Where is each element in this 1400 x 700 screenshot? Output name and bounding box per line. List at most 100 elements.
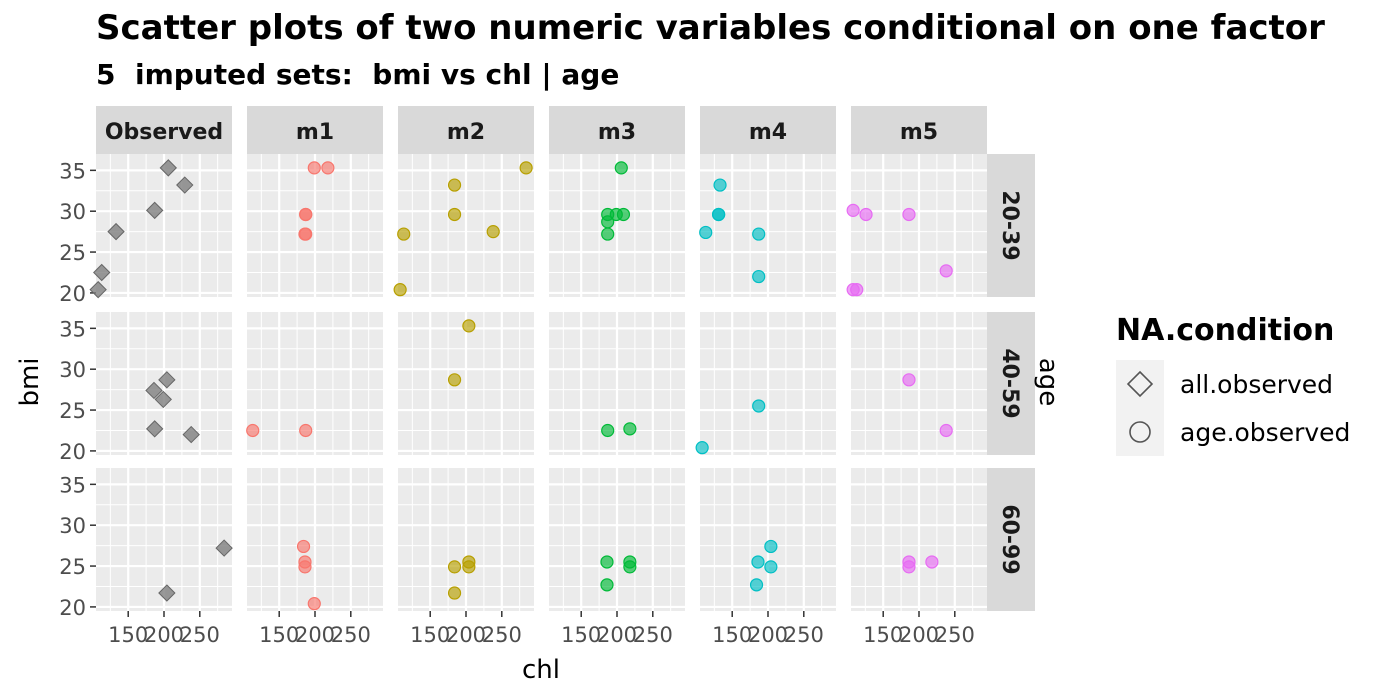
facet-row-title: age bbox=[1033, 358, 1063, 406]
data-point bbox=[158, 371, 176, 389]
facet-strip-20-39 bbox=[987, 154, 1035, 297]
data-point bbox=[462, 319, 476, 333]
data-point bbox=[145, 381, 163, 400]
data-point bbox=[850, 283, 864, 297]
y-tick-label: 20 bbox=[59, 282, 86, 306]
y-tick-label: 25 bbox=[59, 555, 86, 579]
data-point bbox=[939, 423, 953, 438]
data-point bbox=[614, 161, 628, 175]
data-point bbox=[397, 227, 411, 241]
facet-strip-label: m3 bbox=[598, 120, 636, 145]
facet-strip-m2 bbox=[398, 106, 534, 154]
data-point bbox=[902, 207, 916, 222]
y-tick-label: 25 bbox=[59, 399, 86, 423]
data-point bbox=[107, 222, 125, 241]
data-point bbox=[519, 161, 533, 175]
data-point bbox=[713, 178, 727, 192]
x-tick-label: 150 bbox=[863, 623, 903, 647]
data-point bbox=[925, 555, 939, 569]
data-point bbox=[902, 555, 916, 569]
x-tick-label: 200 bbox=[597, 623, 637, 647]
y-axis-title: bmi bbox=[15, 357, 45, 406]
data-point bbox=[447, 373, 462, 387]
data-point bbox=[447, 560, 462, 574]
data-point bbox=[623, 422, 637, 436]
facet-strip-label: m1 bbox=[296, 120, 334, 145]
y-tick-label: 35 bbox=[59, 473, 86, 497]
x-tick-label: 200 bbox=[446, 623, 486, 647]
facet-strip-label: Observed bbox=[105, 120, 223, 145]
chart-title: Scatter plots of two numeric variables c… bbox=[96, 8, 1325, 48]
data-point bbox=[298, 560, 312, 574]
y-tick-label: 35 bbox=[59, 317, 86, 341]
data-point bbox=[699, 225, 713, 240]
data-point bbox=[486, 225, 500, 239]
data-point bbox=[307, 161, 321, 175]
data-point bbox=[600, 578, 614, 592]
data-point bbox=[939, 264, 953, 278]
x-tick-label: 250 bbox=[784, 623, 824, 647]
legend-circle-icon bbox=[1129, 421, 1151, 443]
data-point bbox=[447, 178, 462, 192]
facet-strip-label: m4 bbox=[749, 120, 787, 145]
legend-title: NA.condition bbox=[1116, 313, 1334, 348]
facet-strip-m1 bbox=[247, 106, 383, 154]
facet-strip-40-59 bbox=[987, 312, 1035, 455]
data-point bbox=[751, 555, 765, 569]
facet-strip-m5 bbox=[851, 106, 987, 154]
data-point bbox=[299, 423, 313, 438]
x-tick-label: 150 bbox=[410, 623, 450, 647]
data-point bbox=[846, 203, 860, 217]
data-point bbox=[89, 280, 107, 299]
y-tick-label: 20 bbox=[59, 596, 86, 620]
data-point bbox=[145, 201, 164, 220]
data-point bbox=[749, 578, 764, 592]
data-point bbox=[393, 283, 407, 297]
data-point bbox=[695, 441, 709, 455]
x-tick-label: 250 bbox=[482, 623, 522, 647]
x-tick-label: 150 bbox=[561, 623, 601, 647]
data-point bbox=[145, 420, 164, 438]
facet-strip-label: m5 bbox=[900, 120, 938, 145]
x-axis-title: chl bbox=[522, 655, 560, 685]
x-tick-label: 200 bbox=[144, 623, 184, 647]
legend-label: age.observed bbox=[1180, 418, 1350, 447]
data-point bbox=[246, 423, 260, 438]
data-point bbox=[752, 227, 766, 241]
legend-key bbox=[1116, 360, 1164, 408]
data-point bbox=[764, 560, 778, 574]
x-tick-label: 200 bbox=[899, 623, 939, 647]
facet-strip-label: 60-99 bbox=[997, 504, 1022, 574]
facet-strip-label: m2 bbox=[447, 120, 485, 145]
data-point bbox=[616, 207, 631, 222]
data-point bbox=[215, 539, 233, 557]
x-tick-label: 250 bbox=[180, 623, 220, 647]
data-point bbox=[462, 560, 476, 574]
data-point bbox=[176, 176, 194, 194]
data-point bbox=[600, 555, 614, 569]
x-tick-label: 150 bbox=[712, 623, 752, 647]
x-tick-label: 250 bbox=[633, 623, 673, 647]
legend-label: all.observed bbox=[1180, 370, 1333, 399]
data-point bbox=[159, 159, 178, 177]
data-point bbox=[601, 227, 615, 241]
x-tick-label: 150 bbox=[108, 623, 148, 647]
data-point bbox=[601, 423, 615, 438]
data-point bbox=[93, 263, 111, 282]
facet-strip-Observed bbox=[96, 106, 232, 154]
data-point bbox=[752, 399, 766, 413]
y-tick-label: 20 bbox=[59, 440, 86, 464]
data-point bbox=[447, 586, 462, 600]
data-point bbox=[299, 207, 313, 222]
facet-strip-60-99 bbox=[987, 468, 1035, 611]
facet-strip-m3 bbox=[549, 106, 685, 154]
x-tick-label: 200 bbox=[748, 623, 788, 647]
y-tick-label: 30 bbox=[59, 514, 86, 538]
legend-diamond-icon bbox=[1126, 370, 1154, 398]
y-tick-label: 30 bbox=[59, 200, 86, 224]
data-point bbox=[298, 227, 312, 241]
x-tick-label: 200 bbox=[295, 623, 335, 647]
data-point bbox=[623, 560, 637, 574]
